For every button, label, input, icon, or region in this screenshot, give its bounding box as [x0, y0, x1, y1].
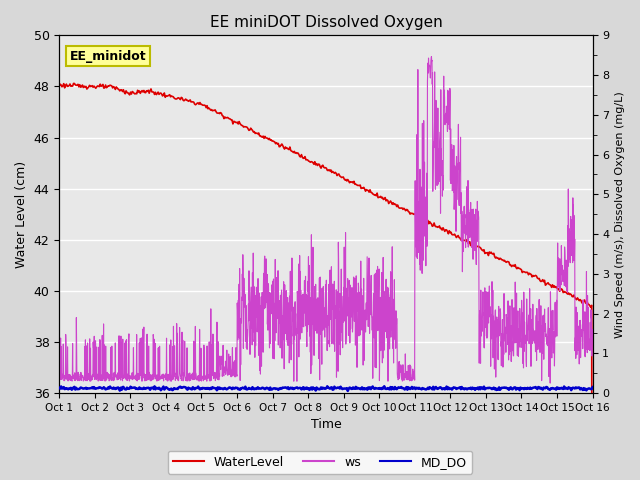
Y-axis label: Water Level (cm): Water Level (cm) [15, 161, 28, 268]
Title: EE miniDOT Dissolved Oxygen: EE miniDOT Dissolved Oxygen [209, 15, 442, 30]
Y-axis label: Wind Speed (m/s), Dissolved Oxygen (mg/L): Wind Speed (m/s), Dissolved Oxygen (mg/L… [615, 91, 625, 337]
Legend: WaterLevel, ws, MD_DO: WaterLevel, ws, MD_DO [168, 451, 472, 474]
X-axis label: Time: Time [310, 419, 341, 432]
Text: EE_minidot: EE_minidot [70, 49, 147, 63]
